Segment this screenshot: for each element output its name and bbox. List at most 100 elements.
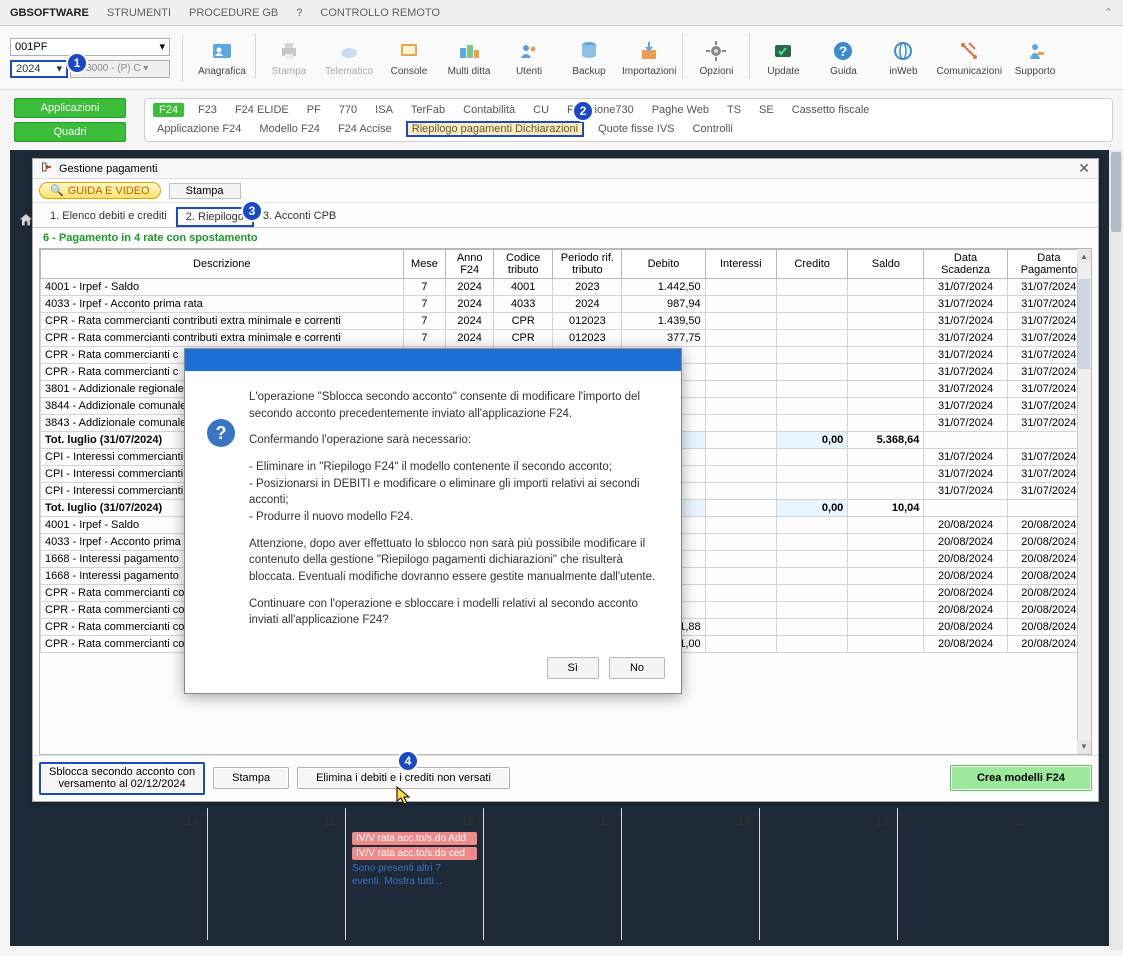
- calendar-day[interactable]: 18: [621, 808, 759, 940]
- chip-cu[interactable]: CU: [529, 103, 553, 117]
- side-buttons: Applicazioni Quadri: [14, 98, 126, 142]
- create-f24-button[interactable]: Crea modelli F24: [950, 765, 1092, 791]
- ribbon-console[interactable]: Console: [382, 33, 436, 83]
- scroll-up[interactable]: ▲: [1077, 249, 1091, 263]
- menu-item[interactable]: GBSOFTWARE: [10, 7, 89, 19]
- ribbon-guida[interactable]: ?Guida: [816, 33, 870, 83]
- chip-f23[interactable]: F23: [194, 103, 221, 117]
- badge-2: 2: [572, 100, 594, 122]
- db-icon: [576, 38, 602, 64]
- dialog-header: [185, 349, 681, 371]
- col-header: Credito: [776, 250, 847, 279]
- chip-se[interactable]: SE: [755, 103, 778, 117]
- bell-icon: [956, 38, 982, 64]
- ribbon-multi ditta[interactable]: Multi ditta: [442, 33, 496, 83]
- chip-modello-f24[interactable]: Modello F24: [255, 122, 324, 136]
- collapse-icon[interactable]: ⌃: [1104, 6, 1113, 19]
- scroll-thumb[interactable]: [1078, 279, 1090, 369]
- unlock-second-acconto-button[interactable]: Sblocca secondo acconto conversamento al…: [39, 762, 205, 795]
- chip-paghe-web[interactable]: Paghe Web: [648, 103, 713, 117]
- applicazioni-button[interactable]: Applicazioni: [14, 98, 126, 118]
- gear-icon: [703, 38, 729, 64]
- chip-f24[interactable]: F24: [153, 103, 184, 117]
- menu-item[interactable]: ?: [296, 7, 302, 19]
- chip-ts[interactable]: TS: [723, 103, 745, 117]
- user-card-icon: [209, 38, 235, 64]
- ribbon-telematico: Telematico: [322, 33, 376, 83]
- cursor-icon: [396, 786, 412, 809]
- menu-item[interactable]: CONTROLLO REMOTO: [320, 7, 440, 19]
- chip-contabilità[interactable]: Contabilità: [459, 103, 519, 117]
- badge-4: 4: [397, 750, 419, 772]
- col-header: Codice tributo: [493, 250, 552, 279]
- ribbon-supporto[interactable]: Supporto: [1008, 33, 1062, 83]
- dialog-no-button[interactable]: No: [609, 657, 665, 679]
- ribbon-inweb[interactable]: inWeb: [876, 33, 930, 83]
- col-header: Data Scadenza: [924, 250, 1007, 279]
- chip-riepilogo-pagamenti-dichiarazioni[interactable]: Riepilogo pagamenti Dichiarazioni: [406, 121, 584, 137]
- ribbon-opzioni[interactable]: Opzioni: [689, 33, 743, 83]
- exit-icon[interactable]: [41, 161, 53, 176]
- ribbon-anagrafica[interactable]: Anagrafica: [195, 33, 249, 83]
- window-title: Gestione pagamenti: [59, 163, 157, 175]
- ribbon-utenti[interactable]: Utenti: [502, 33, 556, 83]
- calendar-day[interactable]: 17: [483, 808, 621, 940]
- dialog-yes-button[interactable]: Sì: [547, 657, 599, 679]
- chip-quote-fisse-ivs[interactable]: Quote fisse IVS: [594, 122, 678, 136]
- menu-item[interactable]: STRUMENTI: [107, 7, 171, 19]
- window-scrollbar[interactable]: [1109, 150, 1123, 950]
- calendar-more-link[interactable]: Sono presenti altri 7eventi. Mostra tutt…: [352, 862, 477, 888]
- menu-item[interactable]: PROCEDURE GB: [189, 7, 278, 19]
- client-selector[interactable]: 001PF▾: [10, 38, 170, 56]
- col-header: Periodo rif. tributo: [553, 250, 622, 279]
- svg-text:?: ?: [839, 43, 848, 59]
- table-row[interactable]: CPR - Rata commercianti contributi extra…: [41, 313, 1091, 330]
- question-icon: ?: [207, 419, 235, 447]
- table-row[interactable]: 4001 - Irpef - Saldo72024400120231.442,5…: [41, 279, 1091, 296]
- chip-770[interactable]: 770: [335, 103, 361, 117]
- calendar-day[interactable]: 14: [70, 808, 207, 940]
- chip-f24-accise[interactable]: F24 Accise: [334, 122, 396, 136]
- ribbon-backup[interactable]: Backup: [562, 33, 616, 83]
- year-selector[interactable]: 2024▾: [10, 60, 68, 78]
- calendar-day[interactable]: 19: [759, 808, 897, 940]
- print-button[interactable]: Stampa: [213, 767, 289, 789]
- chip-cassetto-fiscale[interactable]: Cassetto fiscale: [788, 103, 874, 117]
- col-header: Descrizione: [41, 250, 404, 279]
- chip-controlli[interactable]: Controlli: [689, 122, 737, 136]
- table-row[interactable]: CPR - Rata commercianti contributi extra…: [41, 330, 1091, 347]
- col-header: Debito: [622, 250, 705, 279]
- calendar-day[interactable]: 16 IV/V rata acc.to/s.do Add IV/V rata a…: [345, 808, 483, 940]
- col-header: Interessi: [705, 250, 776, 279]
- print-button-sub[interactable]: Stampa: [169, 183, 241, 199]
- dialog-text: L'operazione "Sblocca secondo acconto" c…: [249, 389, 659, 639]
- printer-icon: [276, 38, 302, 64]
- chip-pf[interactable]: PF: [303, 103, 325, 117]
- ribbon-comunicazioni[interactable]: Comunicazioni: [936, 33, 1002, 83]
- calendar-event[interactable]: IV/V rata acc.to/s.do ced: [352, 847, 477, 860]
- support-icon: [1022, 38, 1048, 64]
- chip-applicazione-f24[interactable]: Applicazione F24: [153, 122, 245, 136]
- menubar: GBSOFTWARE STRUMENTI PROCEDURE GB ? CONT…: [0, 0, 1123, 26]
- ribbon-update[interactable]: Update: [756, 33, 810, 83]
- badge-3: 3: [241, 200, 263, 222]
- tab-acconti[interactable]: 3. Acconti CPB: [254, 207, 345, 227]
- ribbon-importazioni[interactable]: Importazioni: [622, 33, 676, 83]
- quadri-button[interactable]: Quadri: [14, 122, 126, 142]
- col-header: Saldo: [848, 250, 924, 279]
- vertical-scrollbar[interactable]: ▲ ▼: [1077, 249, 1091, 754]
- chip-terfab[interactable]: TerFab: [407, 103, 449, 117]
- calendar-day[interactable]: 15: [207, 808, 345, 940]
- calendar-event[interactable]: IV/V rata acc.to/s.do Add: [352, 832, 477, 845]
- tab-debiti-crediti[interactable]: 1. Elenco debiti e crediti: [41, 207, 176, 227]
- close-icon[interactable]: ✕: [1078, 160, 1090, 177]
- chip-f24-elide[interactable]: F24 ELIDE: [231, 103, 293, 117]
- inweb-icon: [890, 38, 916, 64]
- ribbon: 001PF▾ 2024▾ 013000 - (P) C ▾ Anagrafica…: [0, 26, 1123, 90]
- chip-isa[interactable]: ISA: [371, 103, 397, 117]
- calendar-day[interactable]: 20: [897, 808, 1035, 940]
- guide-button[interactable]: 🔍GUIDA E VIDEO: [39, 182, 161, 199]
- table-row[interactable]: 4033 - Irpef - Acconto prima rata7202440…: [41, 296, 1091, 313]
- chipbar: F24 F23 F24 ELIDE PF 770 ISA TerFab Contabilità…: [144, 98, 1113, 142]
- scroll-down[interactable]: ▼: [1077, 740, 1091, 754]
